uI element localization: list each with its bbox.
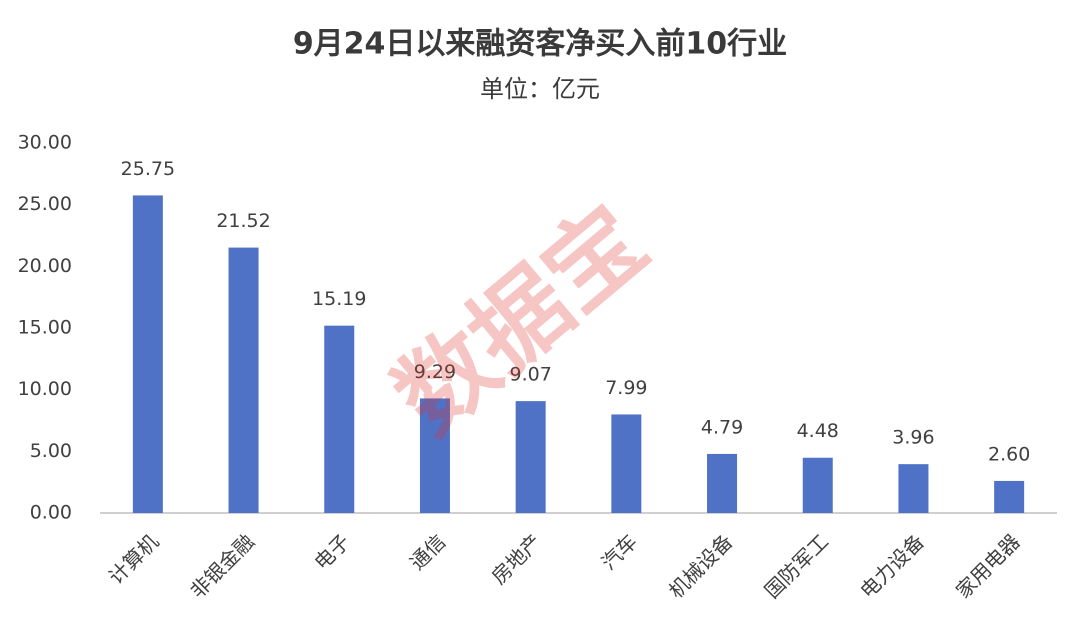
x-tick-label: 汽车 [597, 529, 642, 574]
value-label: 7.99 [605, 377, 647, 399]
bar [898, 464, 929, 513]
bar [611, 414, 642, 513]
y-tick-label: 5.00 [30, 440, 72, 462]
value-label: 21.52 [216, 210, 270, 232]
y-tick-label: 10.00 [18, 378, 72, 400]
x-tick-label: 家用电器 [951, 529, 1025, 603]
y-tick-label: 20.00 [18, 255, 72, 277]
bar [228, 247, 259, 513]
x-tick-label: 电子 [309, 529, 354, 574]
y-tick-label: 25.00 [18, 193, 72, 215]
bar [802, 457, 833, 513]
value-label: 25.75 [121, 158, 175, 180]
value-label: 9.29 [414, 361, 456, 383]
bar [419, 398, 450, 513]
bar [707, 453, 738, 513]
bar [515, 401, 546, 513]
x-tick-label: 机械设备 [664, 529, 738, 603]
x-tick-label: 房地产 [487, 529, 546, 588]
y-tick-label: 0.00 [30, 502, 72, 524]
chart-title: 9月24日以来融资客净买入前10行业 [293, 27, 787, 62]
value-label: 15.19 [312, 288, 366, 310]
x-tick-label: 电力设备 [855, 529, 929, 603]
value-label: 4.79 [701, 416, 743, 438]
x-tick-label: 国防军工 [760, 529, 834, 603]
y-tick-label: 30.00 [18, 132, 72, 154]
value-label: 3.96 [892, 427, 934, 449]
value-label: 9.07 [509, 364, 551, 386]
x-tick-label: 非银金融 [185, 529, 259, 603]
chart-subtitle: 单位：亿元 [480, 75, 600, 103]
value-label: 2.60 [988, 443, 1030, 465]
bar [994, 480, 1025, 513]
x-tick-label: 通信 [405, 529, 450, 574]
bar [324, 325, 355, 513]
y-tick-label: 15.00 [18, 317, 72, 339]
value-label: 4.48 [797, 420, 839, 442]
bar [132, 195, 163, 513]
x-tick-label: 计算机 [104, 529, 163, 588]
